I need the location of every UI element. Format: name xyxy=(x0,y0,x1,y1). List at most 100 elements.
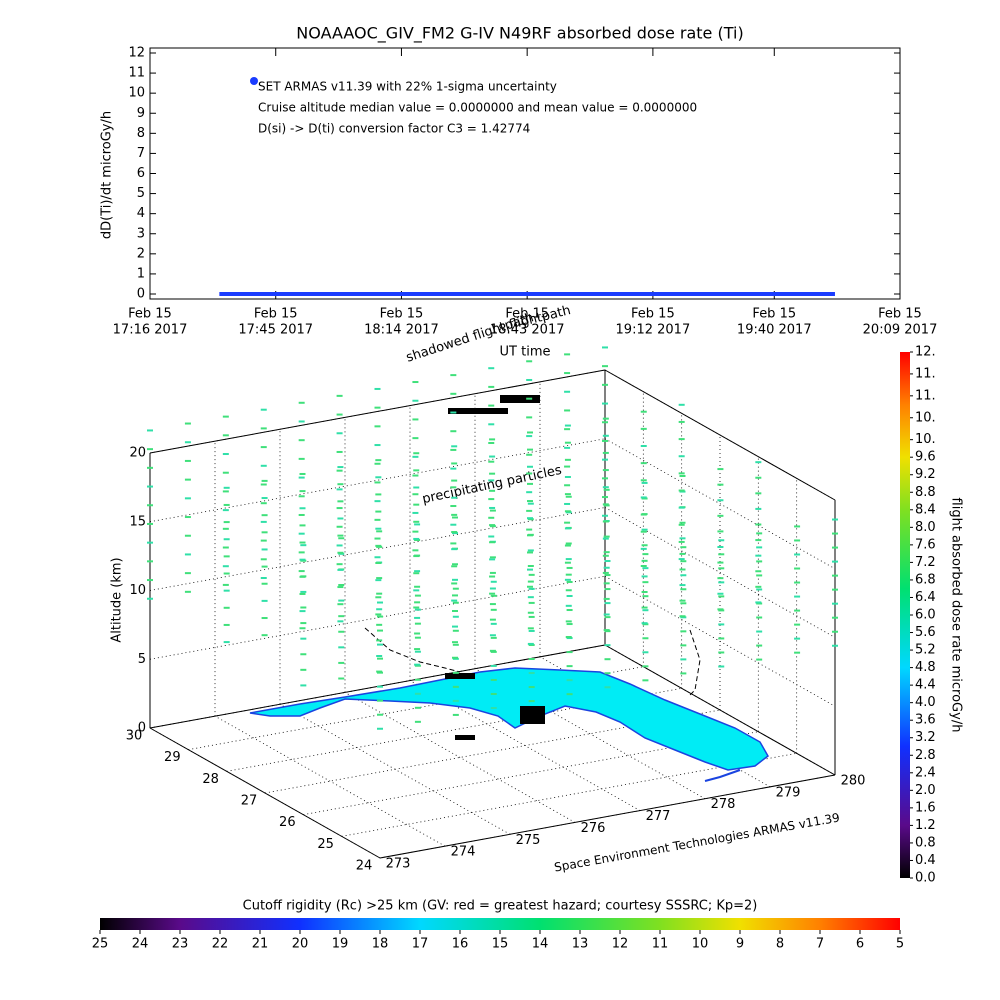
colorbar-tick-label: 4.8 xyxy=(915,660,936,675)
y-tick-label: 24 xyxy=(356,859,373,874)
y-tick-label: 28 xyxy=(202,772,219,787)
y-tick-label: 3 xyxy=(137,226,145,241)
y-tick-label: 7 xyxy=(137,146,145,161)
annotation: precipitating particles xyxy=(421,463,563,507)
colorbar-title: Cutoff rigidity (Rc) >25 km (GV: red = g… xyxy=(243,899,758,914)
colorbar-tick-label: 9.6 xyxy=(915,450,936,465)
x-tick-label: Feb 15 xyxy=(254,307,298,322)
x-tick-label: 19:12 2017 xyxy=(616,323,691,338)
legend-label: SET ARMAS v11.39 with 22% 1-sigma uncert… xyxy=(258,80,557,94)
x-tick-label: Feb 15 xyxy=(752,307,796,322)
colorbar-tick-label: 7 xyxy=(816,937,824,952)
x-tick-label: 19:40 2017 xyxy=(737,323,812,338)
x-tick-label: 17:45 2017 xyxy=(238,323,313,338)
x-axis-label: UT time xyxy=(500,345,551,360)
annotation: Cruise altitude median value = 0.0000000… xyxy=(258,101,697,115)
y-tick-label: 10 xyxy=(128,86,145,101)
colorbar-tick-label: 4.4 xyxy=(915,678,936,693)
axis-edge xyxy=(379,774,836,859)
colorbar-vertical xyxy=(900,352,910,878)
grid-line xyxy=(604,575,836,707)
colorbar-tick-label: 2.0 xyxy=(915,783,936,798)
colorbar-tick-label: 10. xyxy=(915,410,936,425)
colorbar-tick-label: 6.4 xyxy=(915,590,936,605)
y-tick-label: 8 xyxy=(137,126,145,141)
y-tick-label: 29 xyxy=(164,750,181,765)
land-mass xyxy=(249,667,769,771)
colorbar-tick-label: 13 xyxy=(572,937,589,952)
z-tick-label: 20 xyxy=(129,446,146,461)
x-tick-label: 17:16 2017 xyxy=(113,323,188,338)
x-tick-label: 276 xyxy=(581,821,606,836)
x-tick-label: 20:09 2017 xyxy=(863,323,938,338)
colorbar-tick-label: 9 xyxy=(736,937,744,952)
x-tick-label: 274 xyxy=(451,845,476,860)
colorbar-tick-label: 11 xyxy=(652,937,669,952)
colorbar-tick-label: 19 xyxy=(332,937,349,952)
colorbar-tick-label: 5 xyxy=(896,937,904,952)
map-3d xyxy=(249,395,769,782)
z-tick-label: 5 xyxy=(138,652,146,667)
colorbar-tick-label: 3.2 xyxy=(915,730,936,745)
y-tick-label: 5 xyxy=(137,186,145,201)
colorbar-tick-label: 22 xyxy=(212,937,229,952)
grid-line xyxy=(604,438,836,570)
x-tick-label: Feb 15 xyxy=(631,307,675,322)
z-axis-label: Altitude (km) xyxy=(110,557,125,642)
colorbar-label: flight absorbed dose rate microGy/h xyxy=(949,498,964,733)
colorbar-tick-label: 11. xyxy=(915,366,936,381)
colorbar-tick-label: 1.6 xyxy=(915,800,936,815)
colorbar-tick-label: 5.2 xyxy=(915,643,936,658)
colorbar-tick-label: 9.2 xyxy=(915,467,936,482)
legend-marker xyxy=(250,77,258,85)
y-tick-label: 6 xyxy=(137,166,145,181)
x-tick-label: 18:14 2017 xyxy=(364,323,439,338)
y-tick-label: 26 xyxy=(279,815,296,830)
flight-track-shadow xyxy=(364,627,701,696)
colorbar-tick-label: 6.8 xyxy=(915,572,936,587)
colorbar-tick-label: 3.6 xyxy=(915,713,936,728)
colorbar-tick-label: 10. xyxy=(915,432,936,447)
grid-line xyxy=(149,575,606,660)
x-tick-label: Feb 15 xyxy=(878,307,922,322)
colorbar-tick-label: 2.8 xyxy=(915,748,936,763)
colorbar-tick-label: 12. xyxy=(915,345,936,360)
colorbar-tick-label: 0.4 xyxy=(915,853,936,868)
x-tick-label: Feb 15 xyxy=(380,307,424,322)
x-tick-label: 275 xyxy=(516,833,541,848)
annotation: D(si) -> D(ti) conversion factor C3 = 1.… xyxy=(258,122,530,136)
grid-line xyxy=(214,715,446,847)
y-tick-label: 25 xyxy=(317,837,334,852)
x-tick-label: 273 xyxy=(386,857,411,872)
y-tick-label: 9 xyxy=(137,106,145,121)
colorbar-tick-label: 8.4 xyxy=(915,502,936,517)
x-tick-label: 279 xyxy=(776,785,801,800)
colorbar-tick-label: 0.0 xyxy=(915,871,936,886)
keys xyxy=(704,769,741,782)
z-tick-label: 10 xyxy=(129,583,146,598)
colorbar-tick-label: 17 xyxy=(412,937,429,952)
y-tick-label: 1 xyxy=(137,266,145,281)
x-tick-label: 277 xyxy=(646,809,671,824)
colorbar-tick-label: 8.0 xyxy=(915,520,936,535)
x-tick-label: 278 xyxy=(711,797,736,812)
z-tick-label: 15 xyxy=(129,514,146,529)
colorbar-tick-label: 10 xyxy=(692,937,709,952)
z-tick-label: 0 xyxy=(138,721,146,736)
axis-edge xyxy=(604,369,836,501)
colorbar-tick-label: 6 xyxy=(856,937,864,952)
colorbar-tick-label: 2.4 xyxy=(915,765,936,780)
colorbar-tick-label: 25 xyxy=(92,937,109,952)
flight-track-points xyxy=(445,395,545,740)
colorbar-tick-label: 21 xyxy=(252,937,269,952)
axis-edge xyxy=(149,369,606,454)
chart-title: NOAAAOC_GIV_FM2 G-IV N49RF absorbed dose… xyxy=(296,24,743,44)
grid-line xyxy=(344,692,576,823)
x-tick-label: 18:43 2017 xyxy=(490,323,565,338)
y-tick-label: 11 xyxy=(128,66,145,81)
colorbar-tick-label: 23 xyxy=(172,937,189,952)
colorbar-tick-label: 20 xyxy=(292,937,309,952)
x-tick-label: 280 xyxy=(841,774,866,789)
